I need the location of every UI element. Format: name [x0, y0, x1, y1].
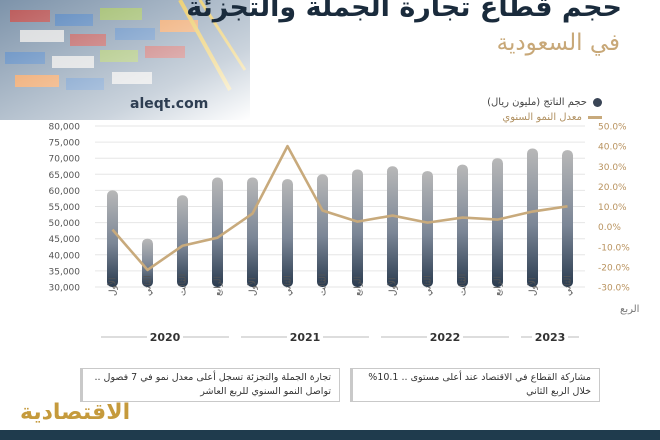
- port-photo: [0, 0, 250, 120]
- legend-item-volume: حجم الناتج (مليون ريال): [487, 95, 602, 110]
- volume-bar: [352, 169, 363, 287]
- left-tick-label: 70,000: [49, 155, 81, 165]
- quarter-tick-label: الثالث: [319, 274, 329, 296]
- quarter-tick-label: الرابع: [494, 276, 504, 296]
- volume-bar: [457, 164, 468, 287]
- quarter-tick-label: الأول: [247, 277, 259, 296]
- right-tick-label: -30.0%: [598, 284, 630, 294]
- note-sector-share: مشاركة القطاع في الاقتصاد عند أعلى مستوى…: [350, 368, 600, 402]
- legend-volume-swatch: [593, 98, 602, 107]
- left-tick-label: 30,000: [49, 284, 81, 294]
- right-tick-label: 30.0%: [598, 163, 627, 173]
- right-tick-label: 10.0%: [598, 203, 627, 213]
- growth-line: [111, 144, 568, 272]
- left-tick-label: 45,000: [49, 235, 81, 245]
- volume-bar: [527, 148, 538, 287]
- quarter-tick-label: الثاني: [424, 275, 434, 296]
- right-axis-ticks: -30.0% -20.0% -10.0% 0.0% 10.0% 20.0% 30.0% 40.…: [598, 123, 630, 294]
- left-tick-label: 40,000: [49, 251, 81, 261]
- volume-bar: [177, 195, 188, 287]
- quarter-tick-label: الثالث: [179, 274, 189, 296]
- volume-bar: [282, 179, 293, 287]
- year-label: 2023: [535, 331, 566, 344]
- chart-subtitle: في السعودية: [496, 30, 620, 56]
- volume-bar: [492, 158, 503, 287]
- left-tick-label: 50,000: [49, 219, 81, 229]
- quarter-tick-label: الثالث: [459, 274, 469, 296]
- left-tick-label: 80,000: [49, 123, 81, 133]
- quarter-tick-label: الرابع: [354, 276, 364, 296]
- volume-bar: [212, 177, 223, 287]
- volume-bar: [247, 177, 258, 287]
- volume-bar: [142, 238, 153, 287]
- left-tick-label: 75,000: [49, 139, 81, 149]
- quarter-tick-label: الثاني: [284, 275, 294, 296]
- left-axis-ticks: 30,000 35,000 40,000 45,000 50,000 55,000 60,0…: [49, 123, 81, 294]
- legend-growth-swatch: [588, 116, 602, 119]
- quarter-tick-label: الأول: [107, 277, 119, 296]
- legend-item-growth: معدل النمو السنوي: [487, 110, 602, 125]
- right-tick-label: 50.0%: [598, 123, 627, 133]
- right-tick-label: 20.0%: [598, 183, 627, 193]
- quarter-tick-label: الأول: [527, 277, 539, 296]
- volume-bar: [107, 190, 118, 287]
- year-labels: 2020 2021 2022 2023: [101, 331, 579, 344]
- left-tick-label: 55,000: [49, 203, 81, 213]
- year-label: 2022: [430, 331, 461, 344]
- left-tick-label: 60,000: [49, 187, 81, 197]
- volume-bar: [422, 171, 433, 287]
- quarter-axis-label: الربع: [620, 304, 639, 315]
- growth-series-line: [111, 144, 568, 272]
- chart-title: حجم قطاع تجارة الجملة والتجزئة: [186, 0, 622, 23]
- quarter-tick-label: الأول: [387, 277, 399, 296]
- site-url[interactable]: aleqt.com: [130, 96, 209, 112]
- quarter-labels: الأول الثاني الثالث الرابع الأول الثاني الثالث…: [107, 274, 574, 296]
- volume-bar: [317, 174, 328, 287]
- aleqtisadiah-logo: الاقتصادية: [20, 400, 131, 425]
- volume-bars: [107, 148, 573, 287]
- quarter-tick-label: الثاني: [144, 275, 154, 296]
- legend: حجم الناتج (مليون ريال) معدل النمو السنو…: [487, 95, 602, 125]
- right-tick-label: -10.0%: [598, 243, 630, 253]
- legend-volume-label: حجم الناتج (مليون ريال): [487, 97, 587, 108]
- note-growth-record: تجارة الجملة والتجزئة تسجل أعلى معدل نمو…: [80, 368, 340, 402]
- year-label: 2021: [290, 331, 321, 344]
- quarter-tick-label: الرابع: [214, 276, 224, 296]
- volume-bar: [562, 150, 573, 287]
- right-tick-label: 0.0%: [598, 223, 621, 233]
- right-tick-label: -20.0%: [598, 263, 630, 273]
- quarter-tick-label: الثاني: [564, 275, 574, 296]
- container-port-image: [0, 0, 250, 120]
- volume-bar: [387, 166, 398, 287]
- year-label: 2020: [150, 331, 181, 344]
- right-tick-label: 40.0%: [598, 143, 627, 153]
- left-tick-label: 35,000: [49, 267, 81, 277]
- legend-growth-label: معدل النمو السنوي: [502, 112, 582, 123]
- footer-bar: [0, 430, 660, 440]
- left-tick-label: 65,000: [49, 171, 81, 181]
- chart-grid: [95, 125, 585, 288]
